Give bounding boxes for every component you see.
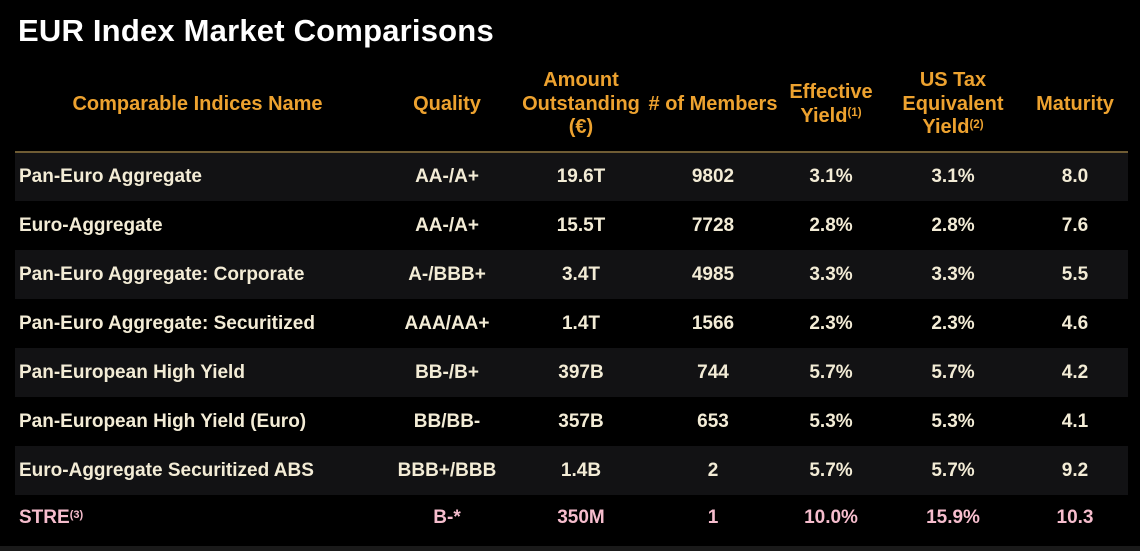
header-label: Maturity (1036, 92, 1114, 115)
cell-effective-yield: 5.7% (809, 459, 853, 481)
cell-amount: 1.4B (560, 459, 602, 481)
cell-maturity: 7.6 (1061, 214, 1089, 236)
cell-amount: 397B (558, 361, 604, 383)
cell-quality: BB/BB- (413, 410, 481, 432)
table-row: Pan-European High Yield (Euro) BB/BB- 35… (15, 397, 1128, 446)
cell-amount: 357B (558, 410, 604, 432)
footnote-marker: (1) (847, 106, 862, 120)
cell-members: 2 (707, 459, 719, 481)
cell-amount: 19.6T (556, 166, 606, 187)
cell-effective-yield: 3.3% (809, 263, 853, 285)
cell-members: 9802 (691, 166, 735, 187)
cell-name: Pan-European High Yield (Euro) (19, 410, 307, 432)
col-header-quality: Quality (380, 58, 514, 153)
cell-name: Pan-Euro Aggregate: Securitized (19, 312, 315, 334)
cell-effective-yield: 5.3% (809, 410, 853, 432)
header-label: Quality (413, 92, 481, 115)
cell-quality: B-* (433, 507, 461, 528)
header-label: Amount Outstanding (€) (522, 69, 640, 139)
cell-quality: BB-/B+ (415, 361, 479, 383)
cell-quality: AA-/A+ (415, 214, 479, 236)
cell-maturity: 10.3 (1056, 507, 1094, 528)
table-row: Pan-European High Yield BB-/B+ 397B 744 … (15, 348, 1128, 397)
col-header-amount-outstanding: Amount Outstanding (€) (514, 58, 648, 153)
cell-name: Pan-European High Yield (19, 361, 245, 383)
cell-us-tax-yield: 3.1% (931, 166, 975, 187)
cell-amount: 15.5T (556, 214, 606, 236)
cell-name: Euro-Aggregate (19, 214, 163, 236)
cell-effective-yield: 2.8% (809, 214, 853, 236)
row-label: STRE (19, 507, 70, 528)
table-row: Pan-Euro Aggregate: Corporate A-/BBB+ 3.… (15, 250, 1128, 299)
cell-quality: AAA/AA+ (404, 312, 490, 334)
cell-maturity: 4.2 (1061, 361, 1089, 383)
header-label: US Tax Equivalent Yield (902, 69, 1004, 139)
slide-bottom-edge (0, 546, 1140, 551)
table-row: Pan-Euro Aggregate AA-/A+ 19.6T 9802 3.1… (15, 152, 1128, 201)
col-header-comparable-indices-name: Comparable Indices Name (15, 58, 380, 153)
cell-amount: 350M (557, 507, 605, 528)
page-title: EUR Index Market Comparisons (18, 13, 494, 48)
cell-us-tax-yield: 2.8% (931, 214, 975, 236)
cell-amount: 1.4T (561, 312, 601, 334)
footnote-marker: (3) (69, 509, 84, 522)
cell-members: 4985 (691, 263, 735, 285)
cell-members: 1566 (691, 312, 735, 334)
cell-effective-yield: 2.3% (809, 312, 853, 334)
header-label: Comparable Indices Name (72, 92, 323, 115)
cell-us-tax-yield: 15.9% (926, 507, 980, 528)
cell-members: 1 (707, 507, 719, 528)
cell-quality: BBB+/BBB (397, 459, 497, 481)
cell-effective-yield: 3.1% (809, 166, 853, 187)
cell-name: STRE(3) (15, 495, 380, 541)
cell-maturity: 5.5 (1061, 263, 1089, 285)
cell-members: 744 (697, 361, 729, 383)
table-row: Euro-Aggregate Securitized ABS BBB+/BBB … (15, 446, 1128, 495)
table-header: Comparable Indices Name Quality Amount O… (15, 58, 1128, 153)
cell-us-tax-yield: 5.7% (931, 459, 975, 481)
cell-amount: 3.4T (561, 263, 601, 285)
cell-maturity: 4.6 (1061, 312, 1089, 334)
cell-us-tax-yield: 3.3% (931, 263, 975, 285)
cell-maturity: 9.2 (1061, 459, 1089, 481)
cell-name: Euro-Aggregate Securitized ABS (19, 459, 314, 481)
cell-name: Pan-Euro Aggregate: Corporate (19, 263, 305, 285)
cell-quality: AA-/A+ (415, 166, 479, 187)
cell-us-tax-yield: 2.3% (931, 312, 975, 334)
col-header-maturity: Maturity (1022, 58, 1128, 153)
header-label: Effective Yield (789, 80, 873, 127)
header-label: # of Members (648, 92, 778, 115)
cell-members: 7728 (691, 214, 735, 236)
cell-effective-yield: 5.7% (809, 361, 853, 383)
col-header-num-members: # of Members (648, 58, 778, 153)
footnote-marker: (2) (969, 118, 984, 132)
eur-index-comparison-table: Comparable Indices Name Quality Amount O… (15, 58, 1128, 541)
cell-maturity: 4.1 (1061, 410, 1089, 432)
col-header-effective-yield: Effective Yield(1) (778, 58, 884, 153)
cell-us-tax-yield: 5.7% (931, 361, 975, 383)
cell-name: Pan-Euro Aggregate (19, 166, 202, 187)
header-row: Comparable Indices Name Quality Amount O… (15, 58, 1128, 153)
cell-effective-yield: 10.0% (804, 507, 858, 528)
table-row-stre-highlight: STRE(3) B-* 350M 1 10.0% 15.9% 10.3 (15, 495, 1128, 541)
table-body: Pan-Euro Aggregate AA-/A+ 19.6T 9802 3.1… (15, 152, 1128, 541)
cell-quality: A-/BBB+ (408, 263, 486, 285)
cell-maturity: 8.0 (1061, 166, 1089, 187)
table-row: Euro-Aggregate AA-/A+ 15.5T 7728 2.8% 2.… (15, 201, 1128, 250)
col-header-us-tax-equivalent-yield: US Tax Equivalent Yield(2) (884, 58, 1022, 153)
cell-members: 653 (697, 410, 729, 432)
table-row: Pan-Euro Aggregate: Securitized AAA/AA+ … (15, 299, 1128, 348)
cell-us-tax-yield: 5.3% (931, 410, 975, 432)
